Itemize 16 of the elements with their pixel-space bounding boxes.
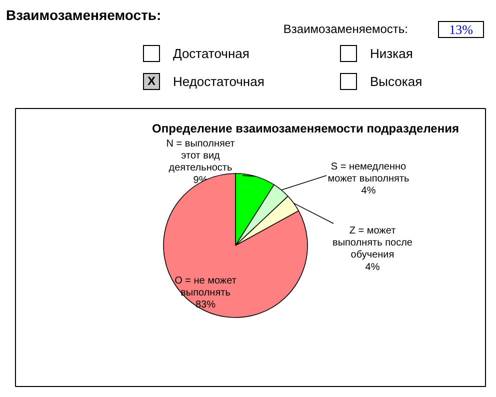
- text: Взаимозаменяемость:: [6, 7, 162, 23]
- text: Достаточная: [173, 46, 250, 61]
- slice-label: N = выполняет этот вид деятельность: [166, 138, 236, 174]
- text: X: [143, 73, 160, 90]
- text: Высокая: [370, 74, 422, 89]
- slice-label: O = не может выполнять: [174, 276, 237, 299]
- chart-title: Определение взаимозаменяемости подразделения: [152, 122, 459, 136]
- slice-label: Z = может выполнять после обучения: [332, 226, 413, 261]
- text: Низкая: [370, 46, 413, 61]
- text: 13%: [438, 21, 484, 38]
- text: Взаимозаменяемость:: [283, 22, 408, 36]
- text: Недостаточная: [173, 74, 264, 89]
- data-label: 4%: [361, 186, 376, 197]
- slice-label: S = немедленно может выполнять: [328, 162, 410, 185]
- data-label: 4%: [365, 262, 380, 273]
- data-label: 83%: [195, 300, 216, 311]
